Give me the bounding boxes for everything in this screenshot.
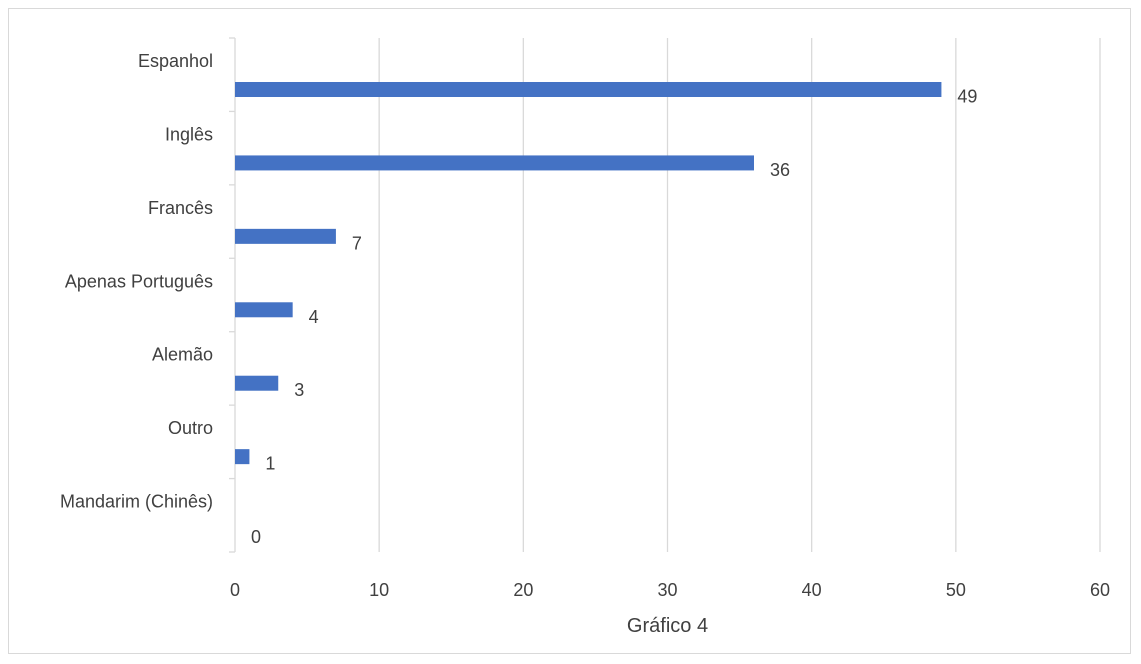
data-label: 49 bbox=[957, 87, 977, 107]
chart-frame bbox=[8, 8, 1131, 654]
x-axis-title: Gráfico 4 bbox=[627, 615, 708, 637]
data-label: 36 bbox=[770, 160, 790, 180]
bar bbox=[235, 302, 293, 318]
grid-lines bbox=[378, 38, 1101, 552]
data-label: 0 bbox=[251, 527, 261, 547]
category-label: Apenas Português bbox=[65, 271, 213, 291]
data-labels: 49 36 7 4 3 1 0 bbox=[251, 87, 977, 548]
data-label: 7 bbox=[352, 233, 362, 253]
data-label: 1 bbox=[265, 454, 275, 474]
x-tick-label: 40 bbox=[802, 580, 822, 600]
x-tick-labels: 0 10 20 30 40 50 60 bbox=[230, 580, 1110, 600]
bar bbox=[235, 375, 279, 391]
x-tick-label: 0 bbox=[230, 580, 240, 600]
x-tick-label: 20 bbox=[513, 580, 533, 600]
category-label: Inglês bbox=[165, 124, 213, 144]
bar bbox=[235, 155, 754, 171]
category-label: Francês bbox=[148, 198, 213, 218]
category-axis bbox=[229, 37, 236, 553]
data-label: 3 bbox=[294, 380, 304, 400]
bar bbox=[235, 449, 250, 465]
category-label: Mandarim (Chinês) bbox=[60, 492, 213, 512]
category-label: Espanhol bbox=[138, 51, 213, 71]
x-tick-label: 60 bbox=[1090, 580, 1110, 600]
category-label: Alemão bbox=[152, 345, 213, 365]
x-tick-label: 30 bbox=[657, 580, 677, 600]
data-label: 4 bbox=[309, 307, 319, 327]
bars bbox=[235, 82, 942, 465]
x-tick-label: 10 bbox=[369, 580, 389, 600]
bar bbox=[235, 228, 336, 244]
x-tick-label: 50 bbox=[946, 580, 966, 600]
category-labels: Espanhol Inglês Francês Apenas Português Ale… bbox=[60, 51, 213, 512]
bar bbox=[235, 82, 942, 97]
category-label: Outro bbox=[168, 418, 213, 438]
